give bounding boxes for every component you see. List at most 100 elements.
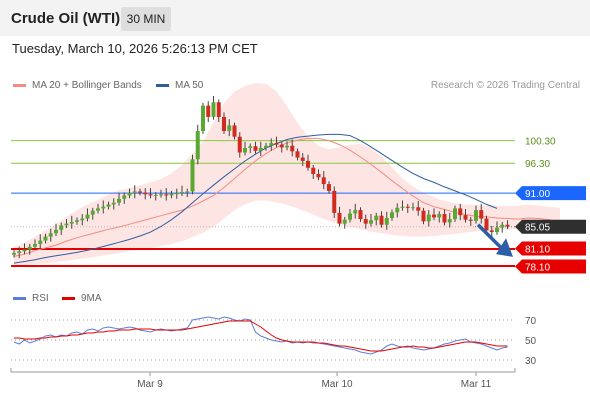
candle-body-51 [279,144,284,148]
candle-body-92 [495,227,499,233]
candle-body-42 [232,125,237,137]
candle-body-3 [27,246,32,250]
candle-body-25 [143,192,148,195]
candle-body-9 [59,225,64,230]
candle-body-94 [505,224,510,227]
candle-body-55 [300,157,305,161]
ma50-line [13,133,498,264]
level-label-4: 81.10 [525,245,550,256]
legend-ma50: MA 50 [156,80,203,91]
legend-rsi-ma-label: 9MA [81,293,102,304]
candle-body-64 [348,213,352,220]
candle-body-57 [311,167,316,174]
candle-body-15 [90,210,95,215]
forecast-arrow-icon [476,223,513,257]
candle-body-38 [211,102,216,117]
legend-ma50-label: MA 50 [175,80,204,91]
candle-body-1 [17,251,22,253]
candle-body-68 [369,220,373,224]
rsi-panel: 70 50 30 [11,316,537,367]
candle-body-69 [374,215,379,221]
legend-rsi-ma-swatch [62,296,75,300]
candle-body-28 [159,194,163,196]
candle-body-19 [111,202,116,205]
level-label-2: 91.00 [525,189,550,200]
level-label-0: 100.30 [525,137,556,148]
datetime-label: Tuesday, March 10, 2026 5:26:13 PM CET [12,41,258,56]
candle-body-5 [38,240,43,244]
candle-body-41 [227,125,232,132]
candle-body-93 [500,224,505,228]
candle-body-67 [363,219,368,224]
candle-body-77 [416,207,421,211]
level-badge-2: 91.00 [515,186,586,201]
candle-body-30 [169,193,174,196]
candle-body-29 [164,194,169,196]
level-badge-bg-2 [515,186,586,201]
candle-body-60 [327,184,331,191]
candle-body-56 [306,160,310,168]
candle-body-10 [64,223,69,226]
candle-body-83 [447,219,452,223]
candle-body-20 [117,198,121,203]
rsi-level-label-1: 50 [525,336,537,347]
candle-body-70 [379,215,384,225]
candle-body-2 [22,249,27,252]
candle-body-39 [216,102,221,117]
candle-body-43 [237,136,242,153]
candle-body-22 [127,193,132,196]
candle-body-46 [253,146,258,151]
candle-body-50 [274,142,279,145]
candle-body-4 [33,243,37,247]
candle-body-26 [148,194,153,196]
interval-badge[interactable]: 30 MIN [121,7,171,31]
candle-body-71 [384,217,389,225]
level-badge-bg-4 [515,241,586,256]
candle-body-13 [80,218,85,221]
candle-body-74 [400,206,405,208]
level-badge-5: 78.10 [515,259,586,274]
candle-body-35 [195,131,200,160]
x-tick-label-1: Mar 10 [321,379,353,390]
level-labels: 100.30 96.30 91.00 85.05 81.10 78.10 [515,137,586,274]
candle-body-63 [342,219,347,224]
candle-body-27 [153,194,158,196]
candle-body-86 [463,215,468,220]
candle-body-7 [48,233,53,237]
x-tick-label-2: Mar 11 [461,379,492,390]
candle-body-23 [132,191,137,194]
x-tick-label-0: Mar 9 [137,379,163,390]
candle-body-89 [479,210,484,219]
candle-body-84 [453,208,457,220]
rsi-line [13,316,508,355]
candle-body-73 [395,207,400,213]
rsi-level-label-2: 30 [525,356,537,367]
candle-body-33 [185,191,190,193]
candle-body-0 [12,252,16,255]
header-bar: Crude Oil (WTI) 30 MIN [0,0,590,36]
candle-body-31 [174,193,179,195]
candle-body-61 [332,190,337,213]
candle-body-87 [468,219,473,221]
candle-body-40 [222,116,226,132]
candle-body-45 [248,146,253,148]
candle-body-12 [75,220,79,222]
level-badge-bg-3 [515,219,586,234]
candle-body-65 [353,210,358,214]
candle-body-88 [474,210,478,221]
candle-body-18 [106,204,111,207]
candle-body-16 [96,208,100,211]
legend-rsi-swatch [13,296,26,300]
candle-body-47 [258,147,263,151]
level-label-1: 96.30 [525,159,550,170]
legend-ma20-swatch [13,83,26,87]
candle-body-8 [54,229,58,234]
candle-body-14 [85,214,90,219]
bollinger-band [14,83,560,267]
level-label-3: 85.05 [525,223,550,234]
candle-body-79 [426,214,431,222]
level-badge-3: 85.05 [515,219,586,234]
candle-body-21 [122,195,127,199]
candle-body-53 [290,145,295,152]
